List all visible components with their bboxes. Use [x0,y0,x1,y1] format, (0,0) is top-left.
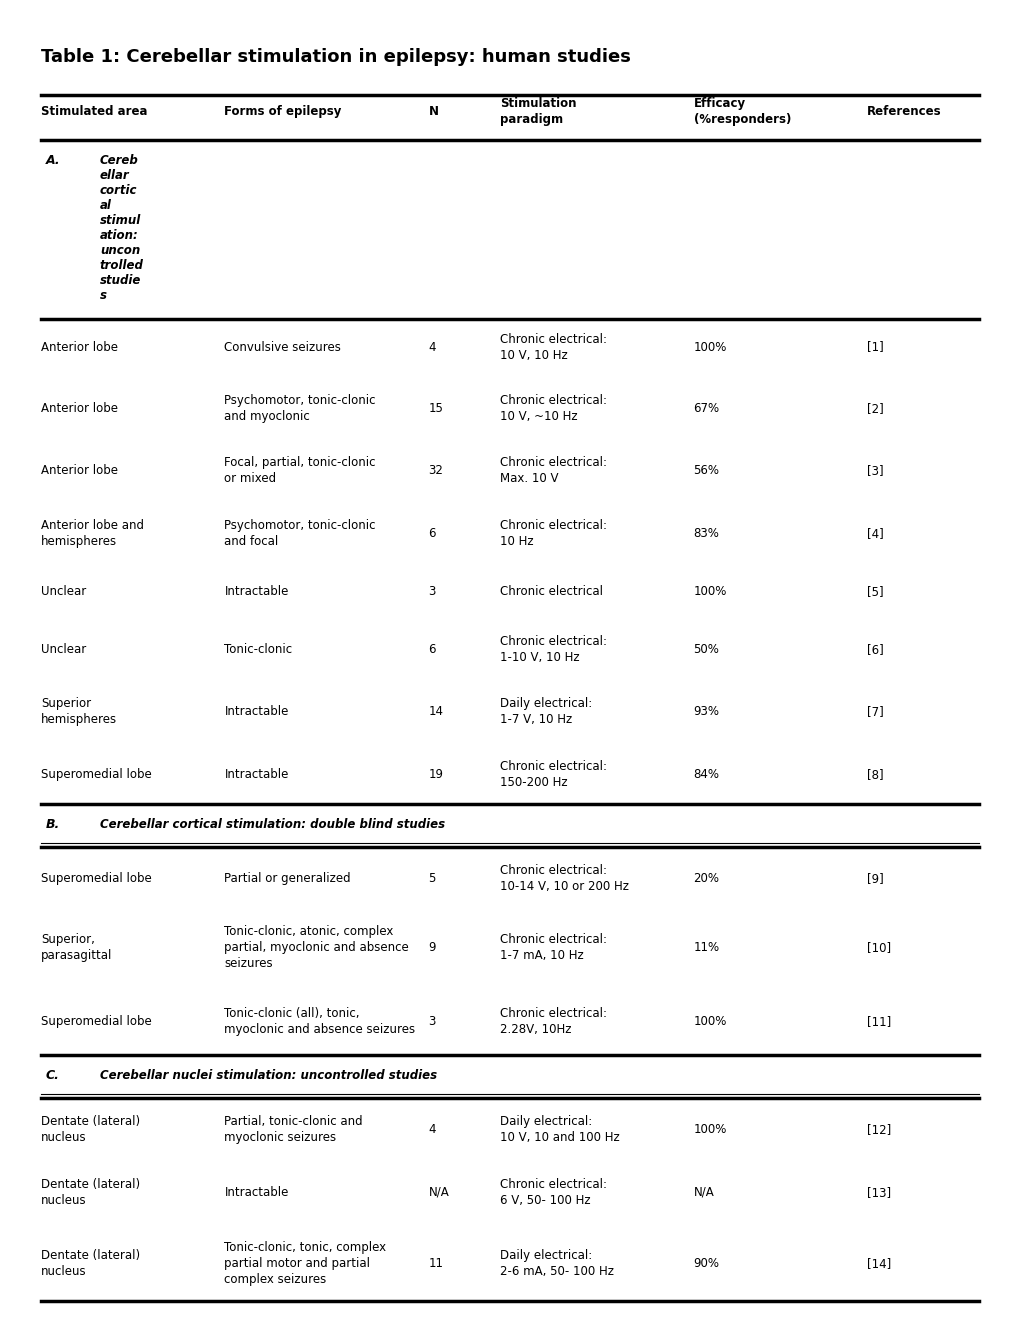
Text: Superomedial lobe: Superomedial lobe [41,768,152,781]
Text: Chronic electrical:
10 Hz: Chronic electrical: 10 Hz [499,519,606,548]
Text: Daily electrical:
2-6 mA, 50- 100 Hz: Daily electrical: 2-6 mA, 50- 100 Hz [499,1249,613,1278]
Text: Psychomotor, tonic-clonic
and focal: Psychomotor, tonic-clonic and focal [224,519,376,548]
Text: N: N [428,104,438,117]
Text: Partial, tonic-clonic and
myoclonic seizures: Partial, tonic-clonic and myoclonic seiz… [224,1115,363,1144]
Text: Intractable: Intractable [224,768,288,781]
Text: [4]: [4] [866,527,882,540]
Text: [1]: [1] [866,341,882,354]
Text: Chronic electrical:
150-200 Hz: Chronic electrical: 150-200 Hz [499,760,606,789]
Text: 67%: 67% [693,401,719,414]
Text: Superior
hemispheres: Superior hemispheres [41,697,117,726]
Text: 90%: 90% [693,1257,718,1270]
Text: Dentate (lateral)
nucleus: Dentate (lateral) nucleus [41,1177,140,1206]
Text: Tonic-clonic (all), tonic,
myoclonic and absence seizures: Tonic-clonic (all), tonic, myoclonic and… [224,1007,415,1036]
Text: [13]: [13] [866,1185,891,1199]
Text: A.: A. [46,154,60,168]
Text: Efficacy
(%responders): Efficacy (%responders) [693,96,790,125]
Text: 3: 3 [428,585,435,598]
Text: 14: 14 [428,705,443,718]
Text: Forms of epilepsy: Forms of epilepsy [224,104,341,117]
Text: [12]: [12] [866,1123,891,1137]
Text: 6: 6 [428,643,435,656]
Text: Partial or generalized: Partial or generalized [224,871,351,884]
Text: 84%: 84% [693,768,718,781]
Text: Chronic electrical:
10 V, 10 Hz: Chronic electrical: 10 V, 10 Hz [499,333,606,362]
Text: 11: 11 [428,1257,443,1270]
Text: Focal, partial, tonic-clonic
or mixed: Focal, partial, tonic-clonic or mixed [224,457,376,486]
Text: Superomedial lobe: Superomedial lobe [41,871,152,884]
Text: 3: 3 [428,1015,435,1028]
Text: Daily electrical:
10 V, 10 and 100 Hz: Daily electrical: 10 V, 10 and 100 Hz [499,1115,619,1144]
Text: Stimulated area: Stimulated area [41,104,147,117]
Text: N/A: N/A [693,1185,713,1199]
Text: C.: C. [46,1068,60,1081]
Text: Cereb
ellar
cortic
al
stimul
ation:
uncon
trolled
studie
s: Cereb ellar cortic al stimul ation: unco… [100,154,144,302]
Text: Chronic electrical:
6 V, 50- 100 Hz: Chronic electrical: 6 V, 50- 100 Hz [499,1177,606,1206]
Text: Anterior lobe: Anterior lobe [41,401,117,414]
Text: Convulsive seizures: Convulsive seizures [224,341,341,354]
Text: [2]: [2] [866,401,882,414]
Text: B.: B. [46,818,60,830]
Text: 56%: 56% [693,465,718,478]
Text: Stimulation
paradigm: Stimulation paradigm [499,96,576,125]
Text: 20%: 20% [693,871,718,884]
Text: Chronic electrical:
1-10 V, 10 Hz: Chronic electrical: 1-10 V, 10 Hz [499,635,606,664]
Text: 100%: 100% [693,585,727,598]
Text: References: References [866,104,941,117]
Text: Chronic electrical:
Max. 10 V: Chronic electrical: Max. 10 V [499,457,606,486]
Text: Tonic-clonic, atonic, complex
partial, myoclonic and absence
seizures: Tonic-clonic, atonic, complex partial, m… [224,925,409,970]
Text: Intractable: Intractable [224,1185,288,1199]
Text: 100%: 100% [693,341,727,354]
Text: Tonic-clonic, tonic, complex
partial motor and partial
complex seizures: Tonic-clonic, tonic, complex partial mot… [224,1241,386,1286]
Text: [5]: [5] [866,585,882,598]
Text: 32: 32 [428,465,443,478]
Text: 100%: 100% [693,1015,727,1028]
Text: Superomedial lobe: Superomedial lobe [41,1015,152,1028]
Text: N/A: N/A [428,1185,448,1199]
Text: [3]: [3] [866,465,882,478]
Text: 15: 15 [428,401,443,414]
Text: 100%: 100% [693,1123,727,1137]
Text: [10]: [10] [866,941,891,954]
Text: Daily electrical:
1-7 V, 10 Hz: Daily electrical: 1-7 V, 10 Hz [499,697,591,726]
Text: Psychomotor, tonic-clonic
and myoclonic: Psychomotor, tonic-clonic and myoclonic [224,393,376,422]
Text: [14]: [14] [866,1257,891,1270]
Text: 6: 6 [428,527,435,540]
Text: Anterior lobe: Anterior lobe [41,465,117,478]
Text: Cerebellar cortical stimulation: double blind studies: Cerebellar cortical stimulation: double … [100,818,444,830]
Text: [6]: [6] [866,643,882,656]
Text: Intractable: Intractable [224,705,288,718]
Text: Chronic electrical: Chronic electrical [499,585,602,598]
Text: Anterior lobe: Anterior lobe [41,341,117,354]
Text: Table 1: Cerebellar stimulation in epilepsy: human studies: Table 1: Cerebellar stimulation in epile… [41,48,630,66]
Text: 50%: 50% [693,643,718,656]
Text: [11]: [11] [866,1015,891,1028]
Text: Unclear: Unclear [41,643,86,656]
Text: 5: 5 [428,871,435,884]
Text: Chronic electrical:
1-7 mA, 10 Hz: Chronic electrical: 1-7 mA, 10 Hz [499,933,606,962]
Text: [7]: [7] [866,705,882,718]
Text: Intractable: Intractable [224,585,288,598]
Text: 11%: 11% [693,941,719,954]
Text: 4: 4 [428,1123,435,1137]
Text: [8]: [8] [866,768,882,781]
Text: 4: 4 [428,341,435,354]
Text: Unclear: Unclear [41,585,86,598]
Text: Chronic electrical:
10-14 V, 10 or 200 Hz: Chronic electrical: 10-14 V, 10 or 200 H… [499,863,628,892]
Text: Superior,
parasagittal: Superior, parasagittal [41,933,112,962]
Text: 83%: 83% [693,527,718,540]
Text: Chronic electrical:
2.28V, 10Hz: Chronic electrical: 2.28V, 10Hz [499,1007,606,1036]
Text: Cerebellar nuclei stimulation: uncontrolled studies: Cerebellar nuclei stimulation: uncontrol… [100,1068,437,1081]
Text: 9: 9 [428,941,435,954]
Text: Dentate (lateral)
nucleus: Dentate (lateral) nucleus [41,1115,140,1144]
Text: [9]: [9] [866,871,882,884]
Text: Tonic-clonic: Tonic-clonic [224,643,292,656]
Text: 93%: 93% [693,705,718,718]
Text: Chronic electrical:
10 V, ~10 Hz: Chronic electrical: 10 V, ~10 Hz [499,393,606,422]
Text: Dentate (lateral)
nucleus: Dentate (lateral) nucleus [41,1249,140,1278]
Text: Anterior lobe and
hemispheres: Anterior lobe and hemispheres [41,519,144,548]
Text: 19: 19 [428,768,443,781]
